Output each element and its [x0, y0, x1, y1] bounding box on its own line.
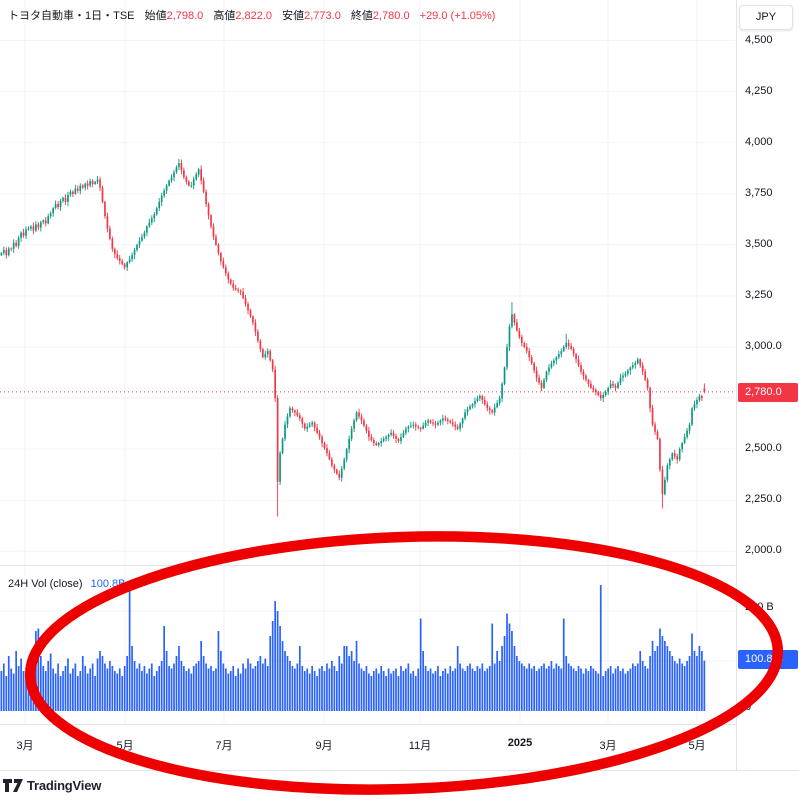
- price-axis-label: 3,000.0: [745, 340, 782, 352]
- low-label: 安値: [282, 10, 305, 22]
- close-label: 終値: [350, 10, 373, 22]
- price-axis-label: 2,500.0: [745, 442, 782, 454]
- high-value: 2,822.0: [235, 10, 273, 22]
- volume-legend-label: 24H Vol (close): [8, 578, 83, 590]
- symbol-title: トヨタ自動車・1日・TSE: [8, 10, 135, 22]
- open-value: 2,798.0: [166, 10, 204, 22]
- tradingview-logo-icon[interactable]: [2, 777, 24, 794]
- currency-toggle-button[interactable]: JPY: [739, 5, 793, 30]
- close-value: 2,780.0: [372, 10, 410, 22]
- time-axis[interactable]: 3月 5月 7月 9月 11月 2025 3月 5月: [0, 724, 799, 771]
- volume-axis-label: 0: [745, 701, 752, 713]
- volume-pane[interactable]: 24H Vol (close) 100.8B: [0, 565, 735, 725]
- low-value: 2,773.0: [304, 10, 341, 22]
- change-value: +29.0 (+1.05%): [419, 10, 496, 22]
- time-axis-label: 3月: [16, 740, 34, 752]
- last-price-badge: 2,780.0: [738, 383, 798, 402]
- time-axis-label: 11月: [408, 740, 432, 752]
- price-axis-label: 4,250: [745, 85, 773, 97]
- price-axis-label: 2,000.0: [745, 544, 782, 556]
- ohlc-open: 始値2,798.0: [145, 10, 204, 22]
- volume-legend: 24H Vol (close) 100.8B: [8, 578, 125, 590]
- ohlc-close: 終値2,780.0: [351, 10, 410, 22]
- candlestick-canvas[interactable]: [0, 0, 735, 565]
- price-axis-label: 3,500: [745, 238, 773, 250]
- price-pane[interactable]: トヨタ自動車・1日・TSE 始値2,798.0 高値2,822.0 安値2,77…: [0, 0, 735, 565]
- volume-axis-label: 200 B: [745, 601, 774, 613]
- ohlc-high: 高値2,822.0: [213, 10, 272, 22]
- high-label: 高値: [213, 10, 236, 22]
- price-axis-label: 3,750: [745, 187, 773, 199]
- ohlc-low: 安値2,773.0: [282, 10, 341, 22]
- price-axis-label: 3,250: [745, 289, 773, 301]
- volume-badge: 100.8 B: [738, 650, 798, 669]
- open-label: 始値: [144, 10, 167, 22]
- volume-legend-value: 100.8B: [90, 578, 126, 590]
- time-axis-label: 7月: [215, 740, 233, 752]
- tradingview-brand-text[interactable]: TradingView: [27, 778, 102, 793]
- time-axis-label: 5月: [116, 740, 134, 752]
- price-scale[interactable]: JPY 2,780.0 100.8 B 4,500 4,250 4,000 3,750…: [736, 0, 799, 770]
- time-axis-label: 9月: [315, 740, 333, 752]
- price-axis-label: 4,500: [745, 34, 773, 46]
- price-axis-label: 4,000: [745, 136, 773, 148]
- symbol-legend: トヨタ自動車・1日・TSE 始値2,798.0 高値2,822.0 安値2,77…: [8, 7, 502, 23]
- price-axis-label: 2,250.0: [745, 493, 782, 505]
- time-axis-label: 5月: [688, 740, 706, 752]
- time-axis-label: 3月: [599, 740, 617, 752]
- time-axis-label: 2025: [507, 737, 533, 749]
- footer-bar: TradingView: [0, 770, 799, 800]
